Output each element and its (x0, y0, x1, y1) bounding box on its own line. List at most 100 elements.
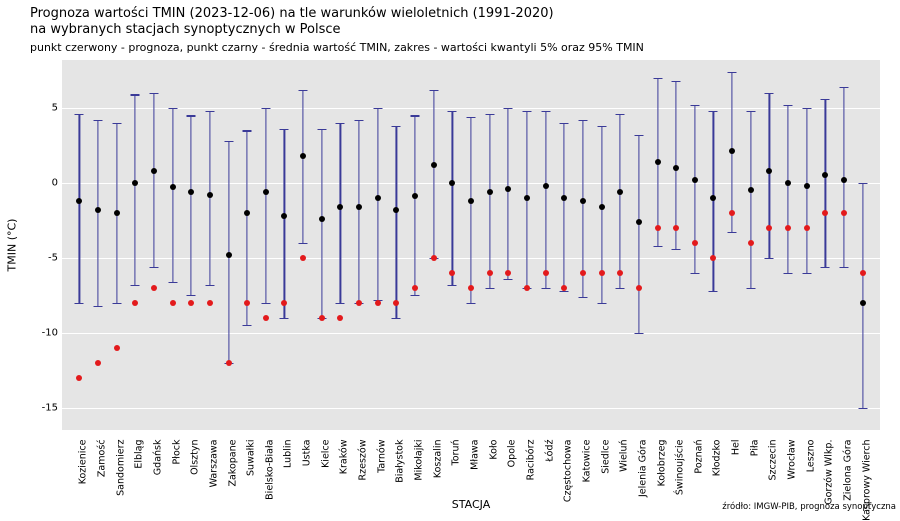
mean-dot (244, 210, 250, 216)
error-cap-top (448, 111, 457, 112)
x-axis-label: STACJA (452, 498, 490, 511)
mean-dot (337, 204, 343, 210)
forecast-dot (375, 300, 381, 306)
mean-dot (300, 153, 306, 159)
ytick-label: 0 (28, 177, 58, 188)
error-bar (452, 111, 453, 285)
error-cap-bottom (597, 303, 606, 304)
error-bar (79, 114, 80, 303)
xtick-label: Ustka (302, 440, 313, 467)
error-bar (433, 90, 434, 258)
error-cap-top (690, 105, 699, 106)
error-cap-top (616, 114, 625, 115)
error-bar (825, 99, 826, 267)
error-cap-bottom (858, 408, 867, 409)
error-cap-bottom (765, 258, 774, 259)
plot-area (62, 60, 880, 430)
xtick-label: Poznań (693, 440, 704, 474)
forecast-dot (505, 270, 511, 276)
error-cap-top (373, 108, 382, 109)
xtick-label: Mikołajki (414, 440, 425, 481)
forecast-dot (449, 270, 455, 276)
error-bar (172, 108, 173, 282)
forecast-dot (599, 270, 605, 276)
forecast-dot (729, 210, 735, 216)
error-cap-bottom (75, 303, 84, 304)
error-cap-top (784, 105, 793, 106)
forecast-dot (841, 210, 847, 216)
mean-dot (580, 198, 586, 204)
error-cap-top (522, 111, 531, 112)
xtick-label: Leszno (805, 440, 816, 473)
xtick-label: Kołobrzeg (656, 440, 667, 487)
xtick-label: Kasprowy Wierch (861, 440, 872, 521)
error-cap-top (728, 72, 737, 73)
mean-dot (617, 189, 623, 195)
xtick-label: Wrocław (787, 440, 798, 480)
xtick-label: Częstochowa (563, 440, 574, 503)
error-cap-bottom (672, 249, 681, 250)
error-cap-top (112, 123, 121, 124)
forecast-dot (263, 315, 269, 321)
error-cap-top (75, 114, 84, 115)
error-cap-bottom (653, 246, 662, 247)
forecast-dot (860, 270, 866, 276)
gridline (62, 408, 880, 409)
error-cap-top (224, 141, 233, 142)
ytick-label: -10 (28, 327, 58, 338)
error-cap-top (541, 111, 550, 112)
mean-dot (449, 180, 455, 186)
error-cap-bottom (411, 295, 420, 296)
error-cap-top (205, 111, 214, 112)
error-cap-bottom (690, 273, 699, 274)
error-bar (247, 130, 248, 325)
error-bar (564, 123, 565, 291)
forecast-dot (188, 300, 194, 306)
mean-dot (766, 168, 772, 174)
xtick-label: Zamość (96, 440, 107, 478)
xtick-label: Opole (507, 440, 518, 468)
forecast-dot (76, 375, 82, 381)
error-cap-top (392, 126, 401, 127)
xtick-label: Warszawa (208, 440, 219, 488)
error-cap-top (261, 108, 270, 109)
forecast-dot (319, 315, 325, 321)
chart-title-2: na wybranych stacjach synoptycznych w Po… (30, 22, 644, 38)
mean-dot (188, 189, 194, 195)
forecast-dot (524, 285, 530, 291)
forecast-dot (636, 285, 642, 291)
xtick-label: Gdańsk (152, 440, 163, 476)
xtick-label: Piła (749, 440, 760, 457)
error-bar (862, 183, 863, 408)
error-cap-bottom (802, 273, 811, 274)
xtick-label: Suwałki (246, 440, 257, 476)
forecast-dot (393, 300, 399, 306)
mean-dot (655, 159, 661, 165)
error-cap-bottom (205, 285, 214, 286)
forecast-dot (561, 285, 567, 291)
xtick-label: Kłodzko (712, 440, 723, 477)
xtick-label: Toruń (451, 440, 462, 466)
error-cap-bottom (560, 291, 569, 292)
mean-dot (132, 180, 138, 186)
error-cap-bottom (243, 325, 252, 326)
error-cap-bottom (112, 303, 121, 304)
error-cap-bottom (299, 243, 308, 244)
ytick-label: -15 (28, 402, 58, 413)
error-cap-top (504, 108, 513, 109)
ytick-label: -5 (28, 252, 58, 263)
mean-dot (692, 177, 698, 183)
error-cap-top (672, 81, 681, 82)
mean-dot (599, 204, 605, 210)
mean-dot (729, 148, 735, 154)
error-cap-bottom (467, 303, 476, 304)
error-bar (191, 115, 192, 295)
error-cap-top (560, 123, 569, 124)
mean-dot (468, 198, 474, 204)
error-cap-top (578, 120, 587, 121)
error-cap-top (299, 90, 308, 91)
error-cap-top (317, 129, 326, 130)
forecast-dot (281, 300, 287, 306)
xtick-label: Olsztyn (190, 440, 201, 475)
forecast-dot (710, 255, 716, 261)
